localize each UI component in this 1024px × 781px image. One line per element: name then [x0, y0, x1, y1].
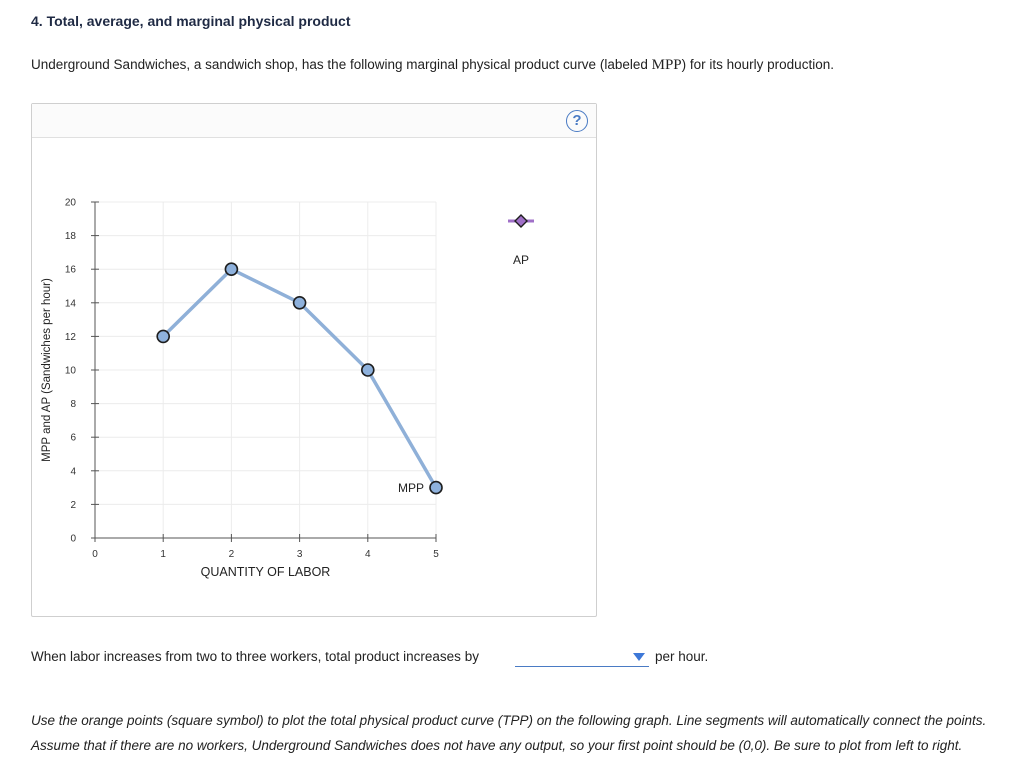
graph-panel: ? 0 2 4 6 8 10 12 14 16 18 20 0 1 2 3 4 5 QUANTITY OF LAB… [31, 103, 597, 617]
y-tick-label: 14 [65, 298, 77, 309]
mpp-point[interactable] [224, 262, 239, 276]
ap-diamond-icon[interactable] [514, 214, 528, 228]
x-tick-label: 0 [92, 549, 98, 560]
instructions-text: Use the orange points (square symbol) to… [31, 713, 987, 753]
y-tick-label: 2 [70, 500, 76, 511]
intro-term: MPP [651, 57, 682, 73]
x-axis-title: QUANTITY OF LABOR [201, 565, 331, 579]
y-tick-label: 12 [65, 332, 77, 343]
question-title: 4. Total, average, and marginal physical… [31, 13, 351, 29]
x-tick-label: 3 [297, 549, 303, 560]
y-tick-label: 8 [70, 399, 76, 410]
x-tick-label: 1 [160, 549, 166, 560]
mpp-series-label: MPP [398, 481, 424, 495]
y-tick-label: 0 [70, 534, 76, 545]
y-tick-label: 10 [65, 366, 77, 377]
mpp-point[interactable] [429, 480, 443, 495]
x-tick-label: 5 [433, 549, 439, 560]
help-icon[interactable]: ? [566, 110, 588, 132]
ap-tool-label: AP [513, 253, 529, 267]
mpp-point[interactable] [156, 329, 170, 344]
y-tick-label: 20 [65, 198, 77, 209]
answer-dropdown[interactable] [515, 648, 649, 667]
y-tick-label: 18 [65, 231, 77, 242]
followup-prompt: When labor increases from two to three w… [31, 649, 479, 664]
x-tick-label: 4 [365, 549, 371, 560]
x-tick-label: 2 [229, 549, 235, 560]
graph-panel-header: ? [32, 104, 596, 138]
chevron-down-icon[interactable] [633, 653, 645, 661]
y-tick-label: 6 [70, 433, 76, 444]
question-intro: Underground Sandwiches, a sandwich shop,… [31, 57, 834, 74]
mpp-point[interactable] [292, 296, 307, 310]
intro-after: ) for its hourly production. [681, 57, 834, 72]
y-tick-label: 16 [65, 265, 77, 276]
intro-before: Underground Sandwiches, a sandwich shop,… [31, 57, 652, 72]
followup-suffix: per hour. [655, 649, 709, 664]
y-axis-title: MPP and AP (Sandwiches per hour) [41, 278, 53, 462]
mpp-point[interactable] [360, 363, 375, 377]
y-tick-label: 4 [70, 466, 76, 477]
